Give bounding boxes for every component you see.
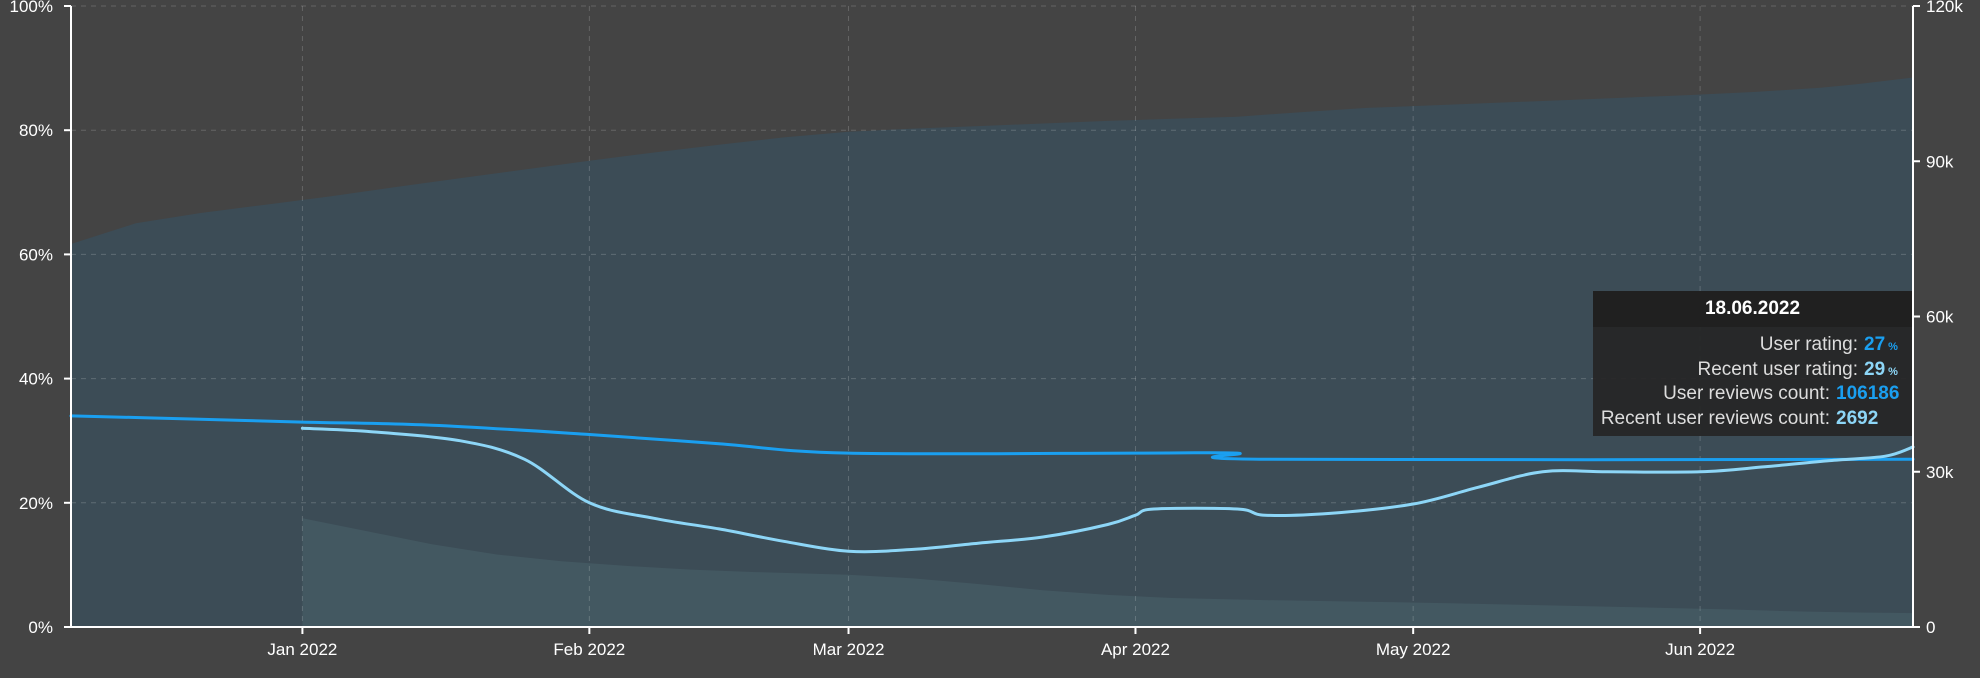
area-series-layer (71, 77, 1913, 627)
right-tick-label: 90k (1926, 152, 1954, 171)
left-tick-label: 0% (28, 618, 53, 637)
tooltip-label: User reviews count: (1663, 383, 1830, 404)
tooltip-value: 106186 (1836, 383, 1900, 404)
right-tick-label: 0 (1926, 618, 1935, 637)
data-tooltip: 18.06.2022 User rating: 27% Recent user r… (1593, 291, 1912, 436)
tooltip-row-user-rating: User rating: 27% (1593, 333, 1904, 358)
left-tick-label: 60% (19, 245, 53, 264)
x-tick-label: Mar 2022 (813, 640, 885, 659)
right-tick-label: 30k (1926, 463, 1954, 482)
x-tick-label: Apr 2022 (1101, 640, 1170, 659)
x-tick-label: Jun 2022 (1665, 640, 1735, 659)
tooltip-row-user-reviews-count: User reviews count: 106186 (1593, 382, 1904, 407)
line-user-rating (69, 414, 1915, 462)
tooltip-row-recent-user-reviews-count: Recent user reviews count: 2692 (1593, 407, 1904, 432)
left-tick-label: 40% (19, 370, 53, 389)
right-tick-label: 60k (1926, 308, 1954, 327)
tooltip-value: 29% (1864, 358, 1898, 380)
x-tick-label: Feb 2022 (553, 640, 625, 659)
left-tick-label: 20% (19, 494, 53, 513)
left-tick-label: 80% (19, 121, 53, 140)
right-axis-ticks: 0 30k 60k 90k 120k (1913, 0, 1963, 637)
left-axis-ticks: 0% 20% 40% 60% 80% 100% (10, 0, 71, 637)
area-recent-user-reviews-count (302, 518, 1913, 627)
tooltip-unit: % (1888, 341, 1898, 353)
tooltip-row-recent-user-rating: Recent user rating: 29% (1593, 358, 1904, 383)
x-tick-label: May 2022 (1376, 640, 1451, 659)
line-recent-user-rating (300, 426, 1915, 554)
tooltip-value: 2692 (1836, 407, 1879, 429)
tooltip-label: Recent user reviews count: (1600, 407, 1830, 429)
tooltip-value: 27% (1864, 334, 1898, 355)
x-tick-label: Jan 2022 (267, 640, 337, 659)
tooltip-unit: % (1888, 365, 1898, 378)
x-axis-ticks: Jan 2022 Feb 2022 Mar 2022 Apr 2022 May 2022… (267, 627, 1735, 659)
area-user-reviews-count (71, 77, 1913, 627)
left-tick-label: 100% (10, 0, 53, 16)
tooltip-label: User rating: (1759, 334, 1858, 355)
tooltip-label: Recent user rating: (1697, 358, 1858, 380)
tooltip-date: 18.06.2022 (1593, 291, 1912, 327)
line-series-layer (69, 414, 1915, 554)
right-tick-label: 120k (1926, 0, 1963, 16)
